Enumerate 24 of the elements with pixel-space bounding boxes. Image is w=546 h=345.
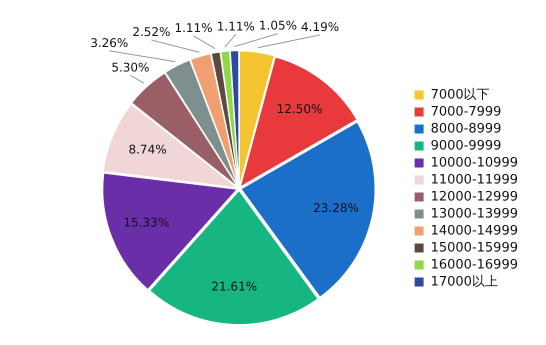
legend-label: 8000-8999	[430, 121, 502, 136]
legend-label: 12000-12999	[430, 189, 518, 204]
data-label: 1.11%	[174, 20, 213, 35]
data-label: 21.61%	[211, 280, 258, 294]
legend-label: 7000以下	[430, 87, 490, 102]
data-label: 1.11%	[216, 19, 255, 34]
legend-label: 7000-7999	[430, 104, 502, 120]
data-label: 1.05%	[258, 18, 298, 33]
data-label: 5.30%	[111, 60, 150, 74]
data-label: 12.50%	[276, 102, 322, 116]
data-label: 3.26%	[90, 36, 128, 50]
legend-label: 15000-15999	[430, 240, 518, 256]
data-label: 23.28%	[313, 201, 359, 216]
legend-label: 16000-16999	[430, 257, 518, 272]
legend-label: 13000-13999	[430, 206, 518, 222]
legend-label: 10000-10999	[430, 155, 518, 170]
data-label: 2.52%	[132, 25, 170, 40]
legend-label: 11000-11999	[430, 172, 518, 188]
legend-label: 14000-14999	[430, 223, 518, 238]
data-label: 8.74%	[128, 142, 167, 157]
data-label: 4.19%	[301, 20, 340, 34]
data-label: 15.33%	[123, 216, 170, 230]
legend-label: 17000以上	[430, 274, 498, 290]
legend-label: 9000-9999	[430, 138, 502, 154]
